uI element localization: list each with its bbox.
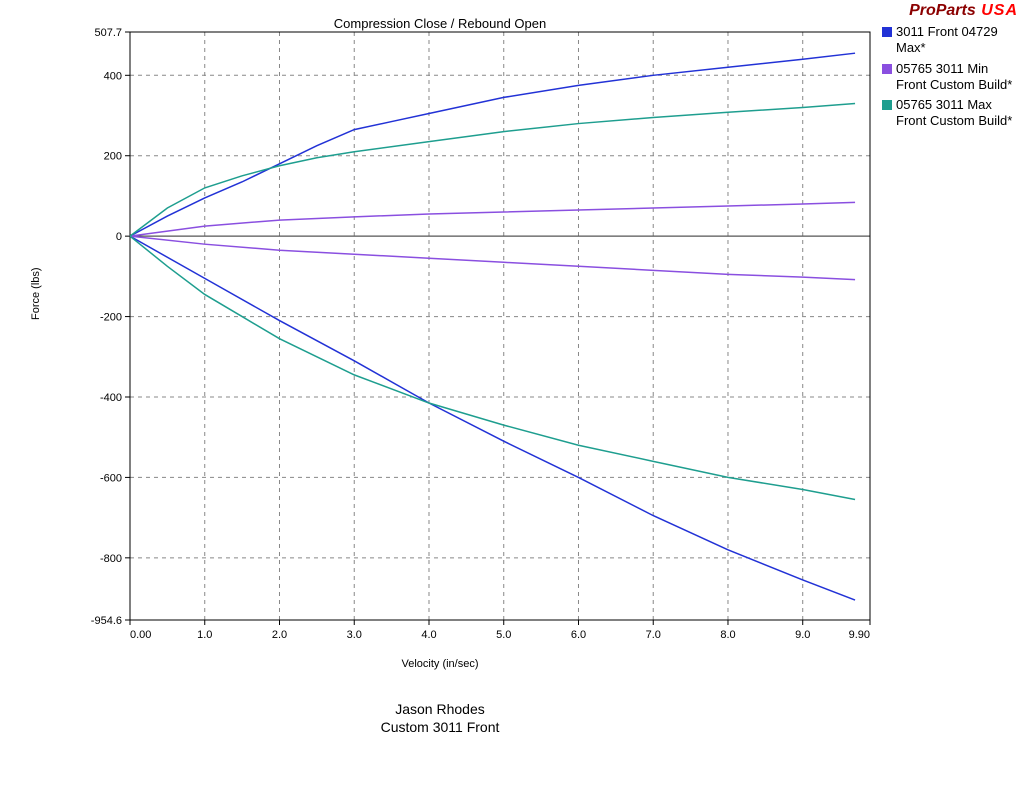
svg-text:4.0: 4.0 <box>421 629 436 641</box>
svg-text:-400: -400 <box>100 392 122 404</box>
svg-text:9.90: 9.90 <box>849 629 870 641</box>
svg-text:-200: -200 <box>100 312 122 324</box>
svg-text:3.0: 3.0 <box>347 629 362 641</box>
svg-text:0: 0 <box>116 231 122 243</box>
svg-text:0.00: 0.00 <box>130 629 151 641</box>
svg-text:2.0: 2.0 <box>272 629 287 641</box>
svg-text:6.0: 6.0 <box>571 629 586 641</box>
chart-page: Compression Close / Rebound Open ProPart… <box>0 0 1024 791</box>
svg-text:7.0: 7.0 <box>646 629 661 641</box>
chart-plot-svg: 0.00 1.0 2.0 3.0 4.0 5.0 6.0 7.0 8.0 9.0 9.90 -954.… <box>0 0 1024 791</box>
svg-text:200: 200 <box>104 151 122 163</box>
svg-text:5.0: 5.0 <box>496 629 511 641</box>
svg-text:400: 400 <box>104 70 122 82</box>
svg-text:1.0: 1.0 <box>197 629 212 641</box>
svg-text:-800: -800 <box>100 553 122 565</box>
svg-text:-600: -600 <box>100 472 122 484</box>
svg-text:507.7: 507.7 <box>94 27 122 39</box>
svg-text:8.0: 8.0 <box>720 629 735 641</box>
svg-text:9.0: 9.0 <box>795 629 810 641</box>
svg-text:-954.6: -954.6 <box>91 615 122 627</box>
